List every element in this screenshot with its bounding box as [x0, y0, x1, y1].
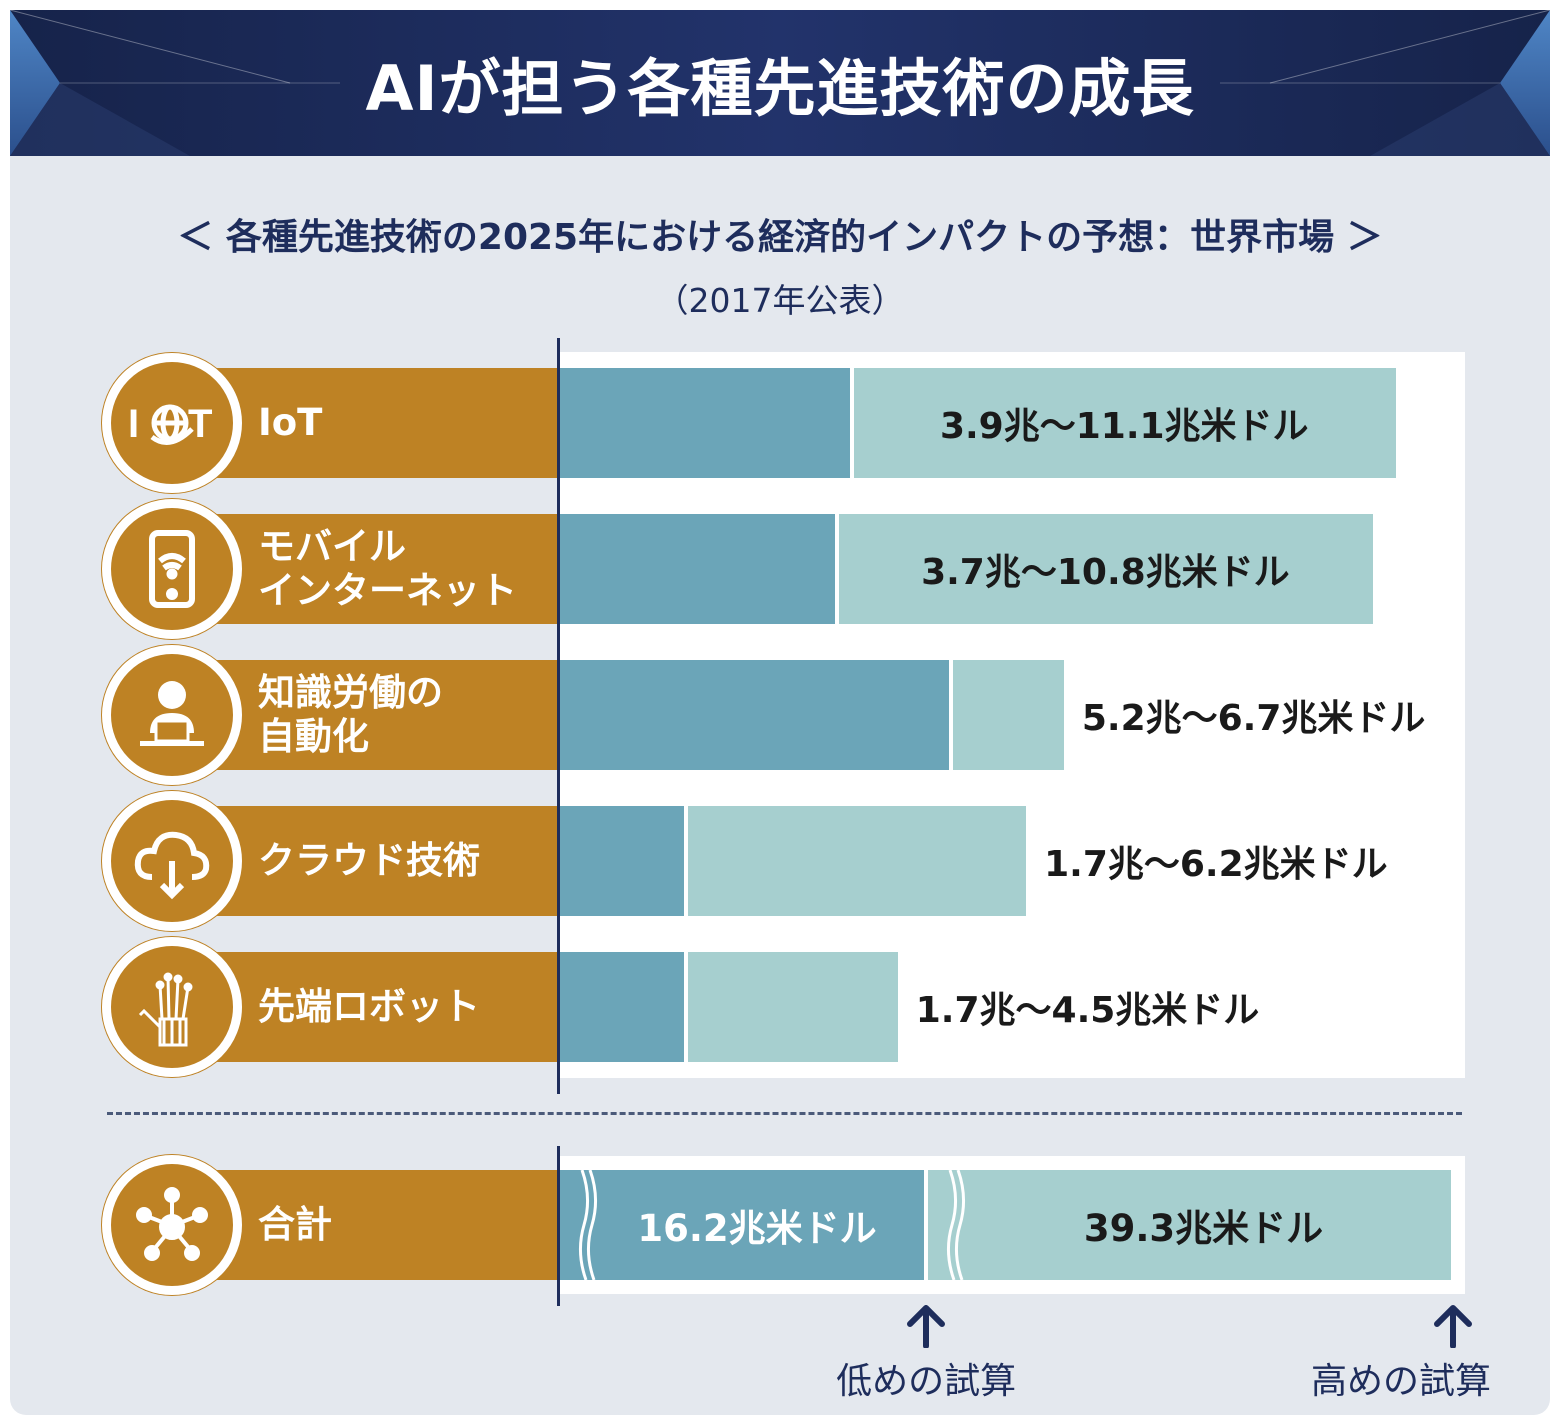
category-label-line: IoT	[258, 401, 558, 445]
bar-high-estimate	[688, 952, 897, 1062]
category-label: IoT	[258, 368, 558, 478]
category-label-line: インターネット	[258, 569, 558, 613]
category-label: モバイル インターネット	[258, 514, 558, 624]
data-label: 5.2兆〜6.7兆米ドル	[1082, 660, 1426, 770]
total-label: 合計	[258, 1170, 558, 1280]
category-label: 先端ロボット	[258, 952, 558, 1062]
axis-baseline	[557, 338, 560, 1094]
bar-low-estimate	[558, 660, 949, 770]
axis-break-mark	[576, 1170, 600, 1280]
bar-low-estimate	[558, 368, 850, 478]
svg-text:T: T	[188, 402, 212, 446]
category-label-line: クラウド技術	[258, 839, 558, 883]
svg-text:I: I	[128, 402, 139, 446]
category-icon-badge	[102, 645, 242, 785]
low-estimate-label: 低めの試算	[806, 1352, 1046, 1404]
total-high-value: 39.3兆米ドル	[966, 1170, 1441, 1280]
chart-title: AIが担う各種先進技術の成長	[10, 10, 1550, 156]
axis-break-mark	[944, 1170, 968, 1280]
bar-high-estimate	[953, 660, 1064, 770]
total-divider	[107, 1112, 1462, 1115]
category-icon-badge	[102, 499, 242, 639]
data-label: 3.7兆〜10.8兆米ドル	[925, 514, 1285, 624]
bar-low-estimate	[558, 952, 684, 1062]
up-arrow-icon	[904, 1302, 948, 1348]
bar-low-estimate	[558, 514, 835, 624]
bar-low-estimate	[558, 806, 684, 916]
total-low-value: 16.2兆米ドル	[598, 1170, 916, 1280]
category-label-line: モバイル	[258, 525, 558, 569]
total-icon-badge	[102, 1155, 242, 1295]
category-label: 知識労働の 自動化	[258, 660, 558, 770]
category-label-line: 知識労働の	[258, 671, 558, 715]
total-axis-baseline	[557, 1146, 560, 1306]
chart-subtitle: ＜ 各種先進技術の2025年における経済的インパクトの予想：世界市場 ＞	[10, 208, 1550, 260]
data-label: 3.9兆〜11.1兆米ドル	[944, 368, 1304, 478]
infographic: AIが担う各種先進技術の成長 ＜ 各種先進技術の2025年における経済的インパク…	[0, 0, 1560, 1427]
published-note: （2017年公表）	[10, 274, 1550, 322]
category-label: クラウド技術	[258, 806, 558, 916]
up-arrow-icon	[1431, 1302, 1475, 1348]
bar-high-estimate	[688, 806, 1026, 916]
category-label-line: 先端ロボット	[258, 985, 558, 1029]
category-icon-badge	[102, 937, 242, 1077]
high-estimate-label: 高めの試算	[1281, 1352, 1521, 1404]
data-label: 1.7兆〜6.2兆米ドル	[1044, 806, 1388, 916]
category-label-line: 自動化	[258, 715, 558, 759]
category-icon-badge	[102, 791, 242, 931]
data-label: 1.7兆〜4.5兆米ドル	[916, 952, 1260, 1062]
